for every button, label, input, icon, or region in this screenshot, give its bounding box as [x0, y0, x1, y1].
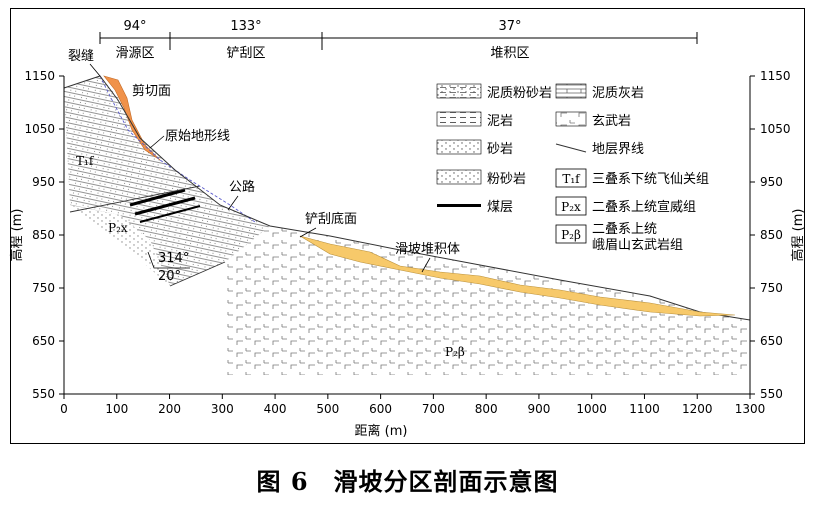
deposit-body [299, 235, 736, 317]
zone-angle-scrape: 133° [230, 19, 261, 34]
x-tick-label: 0 [60, 402, 68, 416]
legend-label: 泥岩 [487, 114, 513, 129]
label-road: 公路 [229, 179, 255, 195]
shear-zone [103, 75, 161, 161]
legend-swatch-muddy-limestone [555, 83, 587, 99]
x-tick-label: 600 [369, 402, 392, 416]
y-tick-label-right: 750 [760, 281, 783, 295]
legend-code: P₂β [561, 228, 581, 242]
y-tick-label-right: 550 [760, 387, 783, 401]
legend-swatch-code: P₂x [555, 196, 587, 216]
label-t1f: T₁f [76, 154, 95, 168]
legend-swatch-code: P₂β [555, 224, 587, 244]
x-tick-label: 1200 [682, 402, 713, 416]
legend-swatch-code: T₁f [555, 168, 587, 188]
legend-label: 煤层 [487, 200, 513, 215]
legend-swatch-mudstone [436, 111, 482, 127]
legend-label: 泥质粉砂岩 [487, 86, 552, 101]
legend-code: T₁f [562, 172, 581, 186]
y-axis-label-right: 高程 (m) [790, 209, 806, 262]
y-tick-label-left: 1050 [24, 122, 55, 136]
y-axis-ticks: 1150 1150 1050 1050 950 950 850 850 750 750 650 650… [24, 69, 790, 401]
label-crack: 裂缝 [68, 49, 94, 64]
label-deposit: 滑坡堆积体 [395, 242, 460, 257]
legend-swatch-sandstone [436, 139, 482, 155]
x-axis-ticks: 0 100 200 300 400 500 600 700 800 900 1000 1100 1200… [60, 394, 765, 416]
y-tick-label-right: 850 [760, 228, 783, 242]
y-tick-label-right: 950 [760, 175, 783, 189]
legend-label: 三叠系下统飞仙关组 [592, 172, 709, 187]
zone-label-deposit: 堆积区 [490, 46, 529, 61]
y-tick-label-left: 550 [32, 387, 55, 401]
label-scrape-base: 铲刮底面 [305, 211, 357, 227]
figure-caption: 图 6 滑坡分区剖面示意图 [256, 467, 559, 496]
legend-swatch-basalt [555, 111, 587, 127]
x-axis-label: 距离 (m) [355, 423, 408, 439]
x-tick-label: 100 [105, 402, 128, 416]
strata-p2x [70, 205, 170, 286]
basalt-body [225, 226, 750, 375]
legend-label: 泥质灰岩 [592, 86, 644, 101]
y-tick-label-left: 850 [32, 228, 55, 242]
zone-angle-deposit: 37° [498, 19, 521, 34]
x-tick-label: 800 [475, 402, 498, 416]
legend-swatch-boundary [555, 143, 587, 153]
label-shear-plane: 剪切面 [132, 83, 171, 99]
zone-bar [99, 32, 698, 50]
legend-label: 粉砂岩 [487, 172, 526, 187]
y-tick-label-left: 950 [32, 175, 55, 189]
legend-label: 地层界线 [592, 142, 644, 157]
y-tick-label-right: 1050 [760, 122, 791, 136]
label-p2x: P₂x [108, 221, 128, 235]
landslide-profile-diagram: 0 100 200 300 400 500 600 700 800 900 1000 1100 1200… [9, 19, 806, 439]
x-tick-label: 700 [422, 402, 445, 416]
x-tick-label: 500 [316, 402, 339, 416]
x-tick-label: 1000 [576, 402, 607, 416]
legend-label-line2: 峨眉山玄武岩组 [592, 238, 683, 253]
legend-swatch-muddy-siltstone [436, 83, 482, 99]
x-tick-label: 400 [264, 402, 287, 416]
x-tick-label: 900 [527, 402, 550, 416]
y-tick-label-left: 1150 [24, 69, 55, 83]
label-dip-direction: 314° [158, 251, 189, 266]
y-tick-label-left: 650 [32, 334, 55, 348]
coal-seams [129, 188, 201, 223]
x-tick-label: 200 [158, 402, 181, 416]
zone-label-scrape: 铲刮区 [226, 46, 265, 61]
y-axis-label-left: 高程 (m) [9, 209, 25, 262]
legend-label: 砂岩 [487, 142, 513, 157]
ground-surface [63, 75, 751, 321]
y-tick-label-right: 1150 [760, 69, 791, 83]
label-dip-angle: 20° [158, 269, 181, 284]
legend-label: 二叠系上统 [592, 222, 657, 237]
x-tick-label: 300 [211, 402, 234, 416]
original-terrain-line [99, 75, 256, 223]
legend-swatch-coal [437, 204, 481, 207]
figure-frame [10, 8, 805, 444]
strata-t1f-p2x [64, 76, 270, 286]
legend-label: 二叠系上统宣威组 [592, 199, 696, 215]
y-tick-label-left: 750 [32, 281, 55, 295]
x-tick-label: 1300 [735, 402, 766, 416]
x-tick-label: 1100 [629, 402, 660, 416]
legend-swatch-siltstone [436, 169, 482, 185]
zone-label-source: 滑源区 [115, 46, 154, 61]
legend-code: P₂x [561, 200, 581, 214]
legend-label: 玄武岩 [592, 114, 631, 129]
y-tick-label-right: 650 [760, 334, 783, 348]
zone-angle-source: 94° [123, 19, 146, 34]
formation-boundaries [69, 185, 226, 287]
label-p2b: P₂β [445, 345, 465, 359]
label-original-terrain: 原始地形线 [165, 129, 230, 144]
